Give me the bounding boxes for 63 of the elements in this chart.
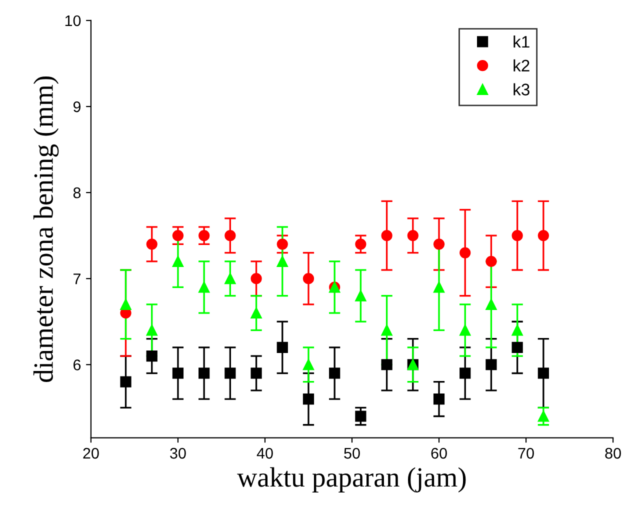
point — [224, 230, 236, 242]
point — [198, 282, 210, 293]
point — [198, 230, 210, 242]
y-tick-label: 8 — [73, 187, 81, 198]
y-tick-label: 7 — [74, 274, 80, 284]
point — [198, 368, 210, 379]
point — [146, 324, 158, 336]
point — [250, 307, 262, 319]
point — [172, 256, 184, 267]
point — [486, 256, 497, 267]
point — [433, 282, 445, 293]
y-axis-title: diameter zona bening (mm) — [33, 76, 59, 382]
y-tick-label: 9 — [73, 101, 81, 112]
point — [120, 376, 132, 388]
point — [433, 393, 445, 405]
point — [486, 298, 497, 310]
point — [512, 230, 523, 242]
y-tick-label: 10 — [65, 15, 81, 26]
point — [224, 368, 236, 379]
point — [120, 298, 132, 310]
point — [355, 410, 366, 422]
point — [512, 342, 523, 353]
point — [355, 238, 366, 250]
x-tick-label: 40 — [256, 448, 273, 459]
point — [381, 230, 392, 242]
point — [329, 368, 340, 379]
point — [486, 359, 497, 370]
point — [302, 393, 314, 405]
x-tick-label: 30 — [170, 448, 186, 459]
point — [512, 324, 523, 336]
point — [460, 368, 471, 379]
x-axis-title: waktu paparan (jam) — [237, 467, 466, 492]
point — [381, 359, 392, 370]
point — [433, 238, 445, 250]
point — [276, 342, 288, 353]
x-tick-label: 70 — [518, 448, 534, 459]
x-tick-label: 80 — [605, 448, 621, 459]
point — [381, 324, 392, 336]
point — [460, 324, 471, 336]
point — [276, 256, 288, 267]
point — [224, 273, 236, 284]
legend-label: k2 — [514, 59, 530, 72]
point — [146, 238, 158, 250]
legend-label: k1 — [514, 35, 530, 48]
point — [146, 350, 158, 362]
point — [355, 290, 366, 302]
y-tick-label: 6 — [74, 359, 81, 370]
point — [250, 368, 262, 379]
x-tick-label: 50 — [344, 448, 360, 459]
point — [172, 230, 184, 242]
point — [407, 230, 418, 242]
point — [276, 238, 288, 250]
x-tick-label: 60 — [431, 448, 447, 459]
point — [302, 359, 314, 370]
x-tick-label: 20 — [83, 448, 99, 459]
point — [538, 368, 549, 379]
point — [250, 273, 262, 284]
point — [302, 273, 314, 284]
point — [538, 230, 549, 242]
point — [460, 247, 471, 258]
legend-label: k3 — [514, 83, 530, 96]
point — [172, 368, 184, 379]
point — [538, 410, 549, 422]
